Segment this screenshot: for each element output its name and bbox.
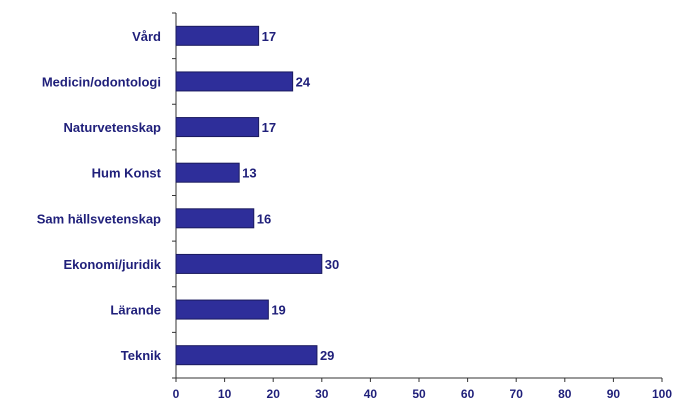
axes [172, 12, 663, 382]
bar [175, 25, 260, 46]
data-label: 13 [242, 166, 256, 181]
bar [175, 345, 318, 366]
x-tick-label: 50 [412, 387, 426, 401]
bars [175, 25, 323, 366]
x-tick-label: 90 [607, 387, 621, 401]
category-label: Sam hällsvetenskap [37, 211, 161, 226]
category-label: Naturvetenskap [63, 120, 161, 135]
data-label: 24 [296, 74, 311, 89]
data-label: 29 [320, 348, 334, 363]
bar [175, 162, 240, 183]
data-label: 30 [325, 257, 339, 272]
category-label: Lärande [110, 303, 161, 318]
x-tick-label: 80 [558, 387, 572, 401]
value-labels: 17 24 17 13 16 30 19 29 [242, 29, 339, 363]
x-tick-labels: 0 10 20 30 40 50 60 70 80 90 100 [173, 387, 673, 401]
bar [175, 71, 294, 92]
data-label: 19 [271, 303, 285, 318]
bar [175, 117, 260, 138]
bar [175, 253, 323, 274]
x-tick-label: 10 [218, 387, 232, 401]
category-label: Teknik [121, 348, 162, 363]
data-label: 16 [257, 211, 271, 226]
x-tick-label: 40 [364, 387, 378, 401]
x-tick-label: 70 [510, 387, 524, 401]
category-label: Medicin/odontologi [42, 74, 161, 89]
category-label: Hum Konst [92, 166, 162, 181]
bar [175, 208, 255, 229]
x-tick-label: 0 [173, 387, 180, 401]
data-label: 17 [262, 29, 276, 44]
category-label: Vård [132, 29, 161, 44]
category-label: Ekonomi/juridik [63, 257, 161, 272]
bar [175, 299, 269, 320]
x-tick-label: 30 [315, 387, 329, 401]
x-tick-label: 100 [652, 387, 672, 401]
data-label: 17 [262, 120, 276, 135]
x-tick-label: 20 [267, 387, 281, 401]
x-tick-label: 60 [461, 387, 475, 401]
category-labels: Vård Medicin/odontologi Naturvetenskap Hum … [37, 29, 162, 363]
